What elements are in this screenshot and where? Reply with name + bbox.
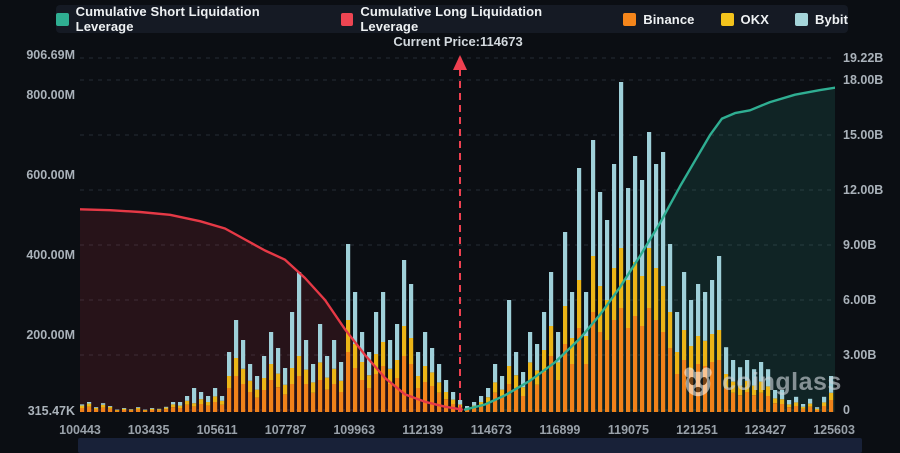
long-leverage-swatch-icon (340, 12, 354, 26)
y-right-tick: 9.00B (843, 238, 877, 252)
y-right-tick: 6.00B (843, 293, 877, 307)
legend-label: Binance (643, 11, 695, 27)
y-left-tick: 800.00M (26, 88, 75, 102)
legend-item-okx[interactable]: OKX (720, 11, 769, 27)
x-axis-tick: 114673 (470, 423, 512, 437)
y-right-tick: 0 (843, 403, 850, 417)
x-axis-tick: 103435 (127, 423, 170, 437)
y-right-tick: 18.00B (843, 73, 884, 87)
y-left-tick: 400.00M (26, 248, 75, 262)
legend-item-cumulative-short[interactable]: Cumulative Short Liquidation Leverage (56, 4, 315, 34)
x-axis-tick: 119075 (607, 423, 649, 437)
x-axis-tick: 123427 (744, 423, 787, 437)
x-axis-tick: 105611 (196, 423, 238, 437)
x-axis-tick: 121251 (676, 423, 718, 437)
okx-swatch-icon (720, 12, 734, 26)
chart-legend: Cumulative Short Liquidation Leverage Cu… (56, 4, 848, 34)
legend-item-binance[interactable]: Binance (623, 12, 694, 27)
legend-label: Cumulative Short Liquidation Leverage (75, 4, 260, 34)
x-axis-tick: 107787 (264, 423, 307, 437)
bybit-swatch-icon (795, 12, 808, 26)
chart-range-scrollbar[interactable] (78, 438, 862, 453)
chart-plot-area[interactable] (80, 55, 835, 415)
y-left-tick: 315.47K (27, 404, 75, 418)
y-left-tick: 200.00M (26, 328, 75, 342)
x-axis-tick: 109963 (333, 423, 376, 437)
legend-label: Bybit (815, 11, 848, 27)
current-price-label: Current Price:114673 (393, 34, 523, 49)
x-axis-tick: 100443 (59, 423, 101, 437)
y-right-tick: 19.22B (843, 51, 884, 65)
x-axis-tick: 125603 (813, 423, 855, 437)
short-leverage-swatch-icon (56, 12, 69, 26)
y-right-tick: 15.00B (843, 128, 884, 142)
binance-swatch-icon (623, 12, 637, 26)
y-left-tick: 600.00M (26, 168, 75, 182)
y-right-tick: 3.00B (843, 348, 877, 362)
x-axis-tick: 116899 (539, 423, 581, 437)
y-left-tick: 906.69M (26, 48, 75, 62)
legend-item-cumulative-long[interactable]: Cumulative Long Liquidation Leverage (340, 4, 598, 34)
legend-label: OKX (740, 11, 769, 27)
y-right-tick: 12.00B (843, 183, 884, 197)
x-axis-tick: 112139 (402, 423, 444, 437)
legend-label: Cumulative Long Liquidation Leverage (360, 4, 543, 34)
legend-item-bybit[interactable]: Bybit (795, 12, 848, 27)
